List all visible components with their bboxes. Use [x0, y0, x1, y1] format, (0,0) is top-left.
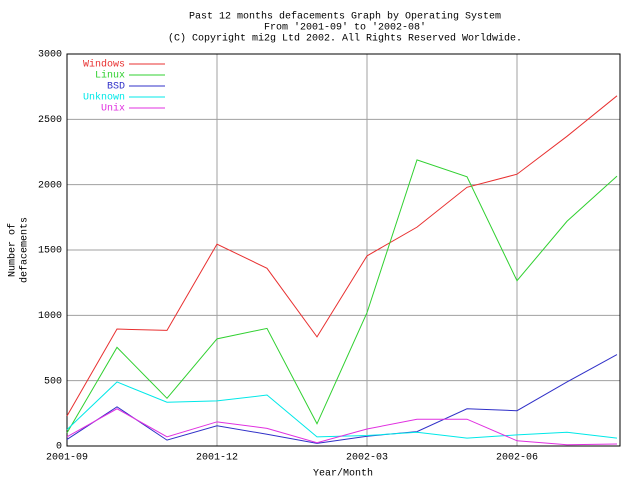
plot-frame	[66, 53, 621, 447]
y-tick-label: 0	[56, 442, 62, 453]
y-tick-label: 1000	[38, 311, 62, 322]
x-tick-label: 2001-09	[46, 453, 88, 464]
chart-title: Past 12 months defacements Graph by Oper…	[189, 11, 501, 23]
x-tick-label: 2001-12	[196, 453, 238, 464]
x-tick-label: 2002-06	[496, 453, 538, 464]
y-tick-label: 2500	[38, 115, 62, 126]
y-tick-label: 3000	[38, 50, 62, 61]
x-axis-label: Year/Month	[313, 468, 373, 480]
y-tick-label: 500	[44, 376, 62, 387]
chart-subtitle: From '2001-09' to '2002-08'	[264, 22, 426, 34]
legend-label: Unix	[101, 103, 125, 115]
series-line	[66, 95, 618, 417]
y-tick-label: 1500	[38, 246, 62, 257]
series-line	[66, 354, 618, 444]
chart-copyright: (C) Copyright mi2g Ltd 2002. All Rights …	[168, 33, 522, 45]
y-tick-label: 2000	[38, 180, 62, 191]
legend-label: BSD	[107, 82, 125, 93]
series-line	[66, 381, 618, 439]
y-axis-label: Number of	[7, 223, 19, 277]
series-line	[66, 159, 618, 434]
legend-label: Windows	[83, 59, 125, 71]
legend-label: Unknown	[83, 92, 125, 104]
series-line	[66, 408, 618, 446]
y-axis-label: defacements	[19, 217, 31, 283]
legend-label: Linux	[95, 70, 125, 82]
x-tick-label: 2002-03	[346, 453, 388, 464]
